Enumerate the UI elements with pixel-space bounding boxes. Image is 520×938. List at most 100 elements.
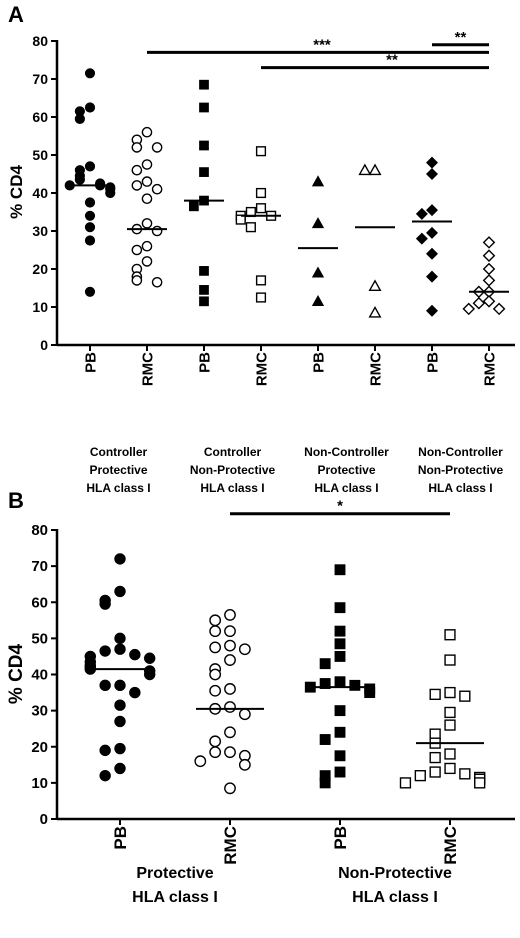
- data-point: [131, 164, 143, 176]
- y-tick-label: 40: [31, 667, 48, 684]
- data-point: [462, 302, 476, 316]
- data-point: [224, 726, 236, 739]
- data-point: [209, 668, 222, 681]
- data-point: [474, 777, 486, 789]
- data-point: [334, 602, 346, 614]
- x-tick-label: PB: [196, 352, 213, 373]
- panel-a-y-axis-label: % CD4: [7, 165, 26, 219]
- data-point: [141, 193, 153, 204]
- data-point: [151, 225, 163, 237]
- data-point: [144, 668, 156, 681]
- data-point: [426, 304, 438, 317]
- data-point: [311, 294, 325, 307]
- y-tick-label: 50: [32, 147, 48, 163]
- data-point: [429, 766, 441, 778]
- series-a-7: [412, 156, 452, 317]
- data-point: [199, 285, 209, 295]
- data-point: [334, 726, 346, 738]
- x-tick-label: PB: [424, 352, 441, 373]
- series-b-2: [194, 608, 264, 795]
- panel-a-letter: A: [8, 2, 24, 27]
- y-tick-label: 50: [31, 630, 48, 647]
- data-point: [426, 156, 438, 169]
- x-tick-label: PB: [331, 826, 350, 850]
- data-point: [444, 748, 456, 760]
- data-point: [129, 648, 141, 661]
- data-point: [482, 236, 496, 249]
- data-point: [334, 638, 346, 650]
- y-tick-label: 70: [31, 558, 48, 575]
- data-point: [426, 247, 438, 260]
- data-point: [194, 755, 207, 768]
- data-point: [319, 658, 331, 670]
- data-point: [444, 762, 456, 775]
- data-point: [358, 163, 372, 176]
- data-point: [209, 641, 222, 654]
- data-point: [364, 687, 376, 699]
- group-label: Non-Protective HLA class I: [338, 865, 452, 906]
- data-point: [84, 210, 96, 221]
- data-point: [334, 625, 346, 637]
- data-point: [224, 701, 236, 713]
- data-point: [209, 735, 222, 748]
- data-point: [224, 625, 236, 638]
- data-point: [238, 708, 251, 721]
- series-b-3: [304, 564, 376, 789]
- data-point: [209, 746, 222, 759]
- data-point: [141, 126, 153, 138]
- data-point: [334, 766, 346, 778]
- data-point: [482, 249, 496, 262]
- series-a-5: [298, 175, 338, 307]
- panel-a: A % CD4 0 10 20 30 40 50 60 70 80 PB RMC PB RMC PB RMC…: [7, 2, 515, 495]
- data-point: [368, 305, 382, 318]
- data-point: [84, 102, 96, 113]
- y-tick-label: 20: [32, 261, 48, 277]
- group-label: Non-Controller Non-Protective HLA class I: [418, 445, 504, 495]
- group-label-line: Non-Protective: [190, 463, 276, 477]
- data-point: [368, 163, 382, 176]
- data-point: [114, 742, 126, 755]
- group-label-line: Controller: [90, 445, 148, 459]
- data-point: [459, 768, 471, 780]
- data-point: [144, 652, 156, 664]
- data-point: [199, 266, 209, 276]
- x-tick-label: RMC: [253, 352, 270, 386]
- data-point: [444, 706, 456, 719]
- data-point: [319, 678, 331, 689]
- group-label: Controller Non-Protective HLA class I: [190, 445, 276, 495]
- group-label: Non-Controller Protective HLA class I: [304, 445, 389, 495]
- data-point: [105, 187, 116, 199]
- data-point: [255, 187, 267, 199]
- group-label-line: Non-Protective: [418, 463, 504, 477]
- data-point: [141, 159, 153, 170]
- group-label-line: Protective: [317, 463, 375, 477]
- data-point: [426, 270, 438, 283]
- data-point: [84, 222, 96, 233]
- x-tick-label: PB: [82, 352, 99, 373]
- group-label-line: Protective: [89, 463, 147, 477]
- series-b-1: [84, 553, 156, 782]
- data-point: [444, 686, 456, 699]
- data-point: [209, 684, 222, 697]
- data-point: [199, 140, 209, 151]
- data-point: [99, 744, 111, 757]
- data-point: [131, 142, 143, 153]
- x-tick-label: RMC: [221, 826, 240, 865]
- data-point: [151, 142, 163, 153]
- series-a-4: [235, 146, 281, 303]
- data-point: [482, 274, 496, 287]
- x-tick-label: PB: [310, 352, 327, 373]
- data-point: [224, 654, 236, 666]
- data-point: [151, 183, 163, 195]
- data-point: [224, 782, 236, 795]
- data-point: [255, 203, 267, 214]
- series-a-3: [184, 79, 224, 307]
- data-point: [114, 762, 126, 775]
- significance-label: *: [337, 498, 343, 515]
- data-point: [141, 240, 153, 252]
- y-tick-label: 10: [31, 775, 48, 792]
- data-point: [334, 564, 346, 576]
- group-label-line: HLA class I: [428, 481, 492, 495]
- data-point: [141, 176, 153, 187]
